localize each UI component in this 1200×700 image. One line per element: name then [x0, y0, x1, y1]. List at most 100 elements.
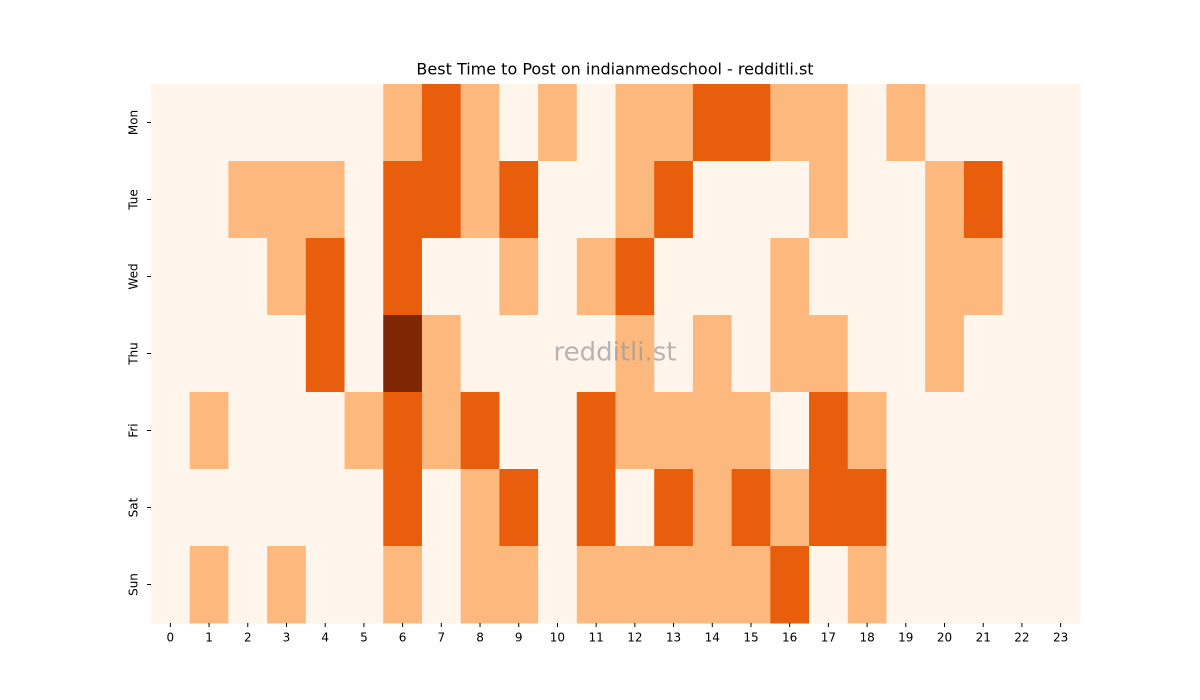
heat-cell: [499, 238, 539, 316]
heat-cell: [847, 84, 887, 162]
heat-cell: [151, 238, 191, 316]
heat-cell: [1041, 392, 1081, 470]
heat-cell: [576, 315, 616, 393]
heat-cell: [576, 238, 616, 316]
heat-cell: [344, 546, 384, 624]
heat-cell: [305, 392, 346, 470]
y-tick-label: Sun: [127, 573, 141, 596]
y-tick-label: Thu: [127, 342, 141, 366]
y-tick-label: Mon: [127, 110, 141, 135]
heat-cell: [460, 546, 500, 624]
heat-cell: [228, 161, 268, 239]
heat-cell: [538, 238, 578, 316]
heat-cell: [151, 392, 191, 470]
y-tick-label: Sat: [127, 497, 141, 517]
y-tick-label: Fri: [127, 423, 141, 437]
heat-cell: [809, 392, 849, 470]
heat-cell: [963, 161, 1004, 239]
heat-cell: [692, 315, 733, 393]
heat-cell: [692, 238, 733, 316]
x-tick-label: 16: [782, 631, 797, 645]
x-tick-label: 22: [1014, 631, 1029, 645]
heat-cell: [421, 469, 462, 547]
heat-cell: [344, 392, 384, 470]
x-tick-label: 11: [589, 631, 604, 645]
heat-cell: [770, 315, 810, 393]
x-tick-label: 17: [821, 631, 836, 645]
heat-cell: [615, 392, 655, 470]
heat-cell: [654, 238, 694, 316]
heat-cell: [576, 546, 616, 624]
heat-cell: [499, 392, 539, 470]
heat-cell: [189, 84, 229, 162]
heat-cell: [538, 546, 578, 624]
heat-cell: [1041, 315, 1081, 393]
heat-cell: [189, 315, 229, 393]
chart-title: Best Time to Post on indianmedschool - r…: [416, 60, 813, 79]
heat-cell: [615, 469, 655, 547]
heat-cell: [654, 392, 694, 470]
heat-cell: [267, 161, 307, 239]
heat-cell: [809, 161, 849, 239]
heat-cell: [1002, 161, 1042, 239]
heat-cell: [189, 546, 229, 624]
heat-cell: [847, 546, 887, 624]
heat-cell: [538, 84, 578, 162]
heat-cell: [383, 315, 423, 393]
heat-cell: [1041, 469, 1081, 547]
heat-cell: [538, 315, 578, 393]
heat-cell: [963, 238, 1004, 316]
heat-cell: [460, 161, 500, 239]
heat-cell: [499, 469, 539, 547]
heat-cell: [615, 546, 655, 624]
heat-cell: [847, 469, 887, 547]
heat-cell: [770, 546, 810, 624]
y-tick-label: Wed: [127, 263, 141, 289]
heat-cell: [189, 161, 229, 239]
heat-cell: [886, 315, 926, 393]
heat-cell: [499, 84, 539, 162]
heat-cell: [383, 161, 423, 239]
x-tick-label: 0: [167, 631, 175, 645]
heat-cell: [499, 546, 539, 624]
heat-cell: [383, 84, 423, 162]
heat-cell: [151, 546, 191, 624]
heat-cell: [615, 315, 655, 393]
heat-cell: [383, 546, 423, 624]
heat-cell: [770, 469, 810, 547]
heat-cell: [615, 238, 655, 316]
heat-cell: [305, 546, 346, 624]
heat-cell: [963, 84, 1004, 162]
heat-cell: [770, 238, 810, 316]
heat-cell: [654, 546, 694, 624]
heat-cell: [267, 546, 307, 624]
heat-cell: [963, 392, 1004, 470]
heat-cell: [344, 469, 384, 547]
heat-cell: [925, 546, 965, 624]
heat-cell: [925, 238, 965, 316]
heat-cell: [886, 84, 926, 162]
heat-cell: [344, 84, 384, 162]
heat-cell: [383, 392, 423, 470]
heat-cell: [189, 469, 229, 547]
heat-cell: [576, 84, 616, 162]
heat-cell: [809, 469, 849, 547]
heat-cell: [963, 546, 1004, 624]
heat-cell: [460, 238, 500, 316]
heat-cell: [809, 546, 849, 624]
heat-cell: [228, 546, 268, 624]
x-tick-label: 5: [360, 631, 368, 645]
heat-cell: [538, 469, 578, 547]
heat-cell: [421, 392, 462, 470]
heat-cell: [925, 161, 965, 239]
heat-cell: [1002, 315, 1042, 393]
heat-cell: [151, 469, 191, 547]
heat-cell: [731, 84, 771, 162]
heat-cell: [1002, 469, 1042, 547]
heat-cell: [228, 392, 268, 470]
heat-cell: [770, 161, 810, 239]
heat-cell: [1002, 546, 1042, 624]
x-tick-label: 15: [743, 631, 758, 645]
heat-cell: [847, 392, 887, 470]
